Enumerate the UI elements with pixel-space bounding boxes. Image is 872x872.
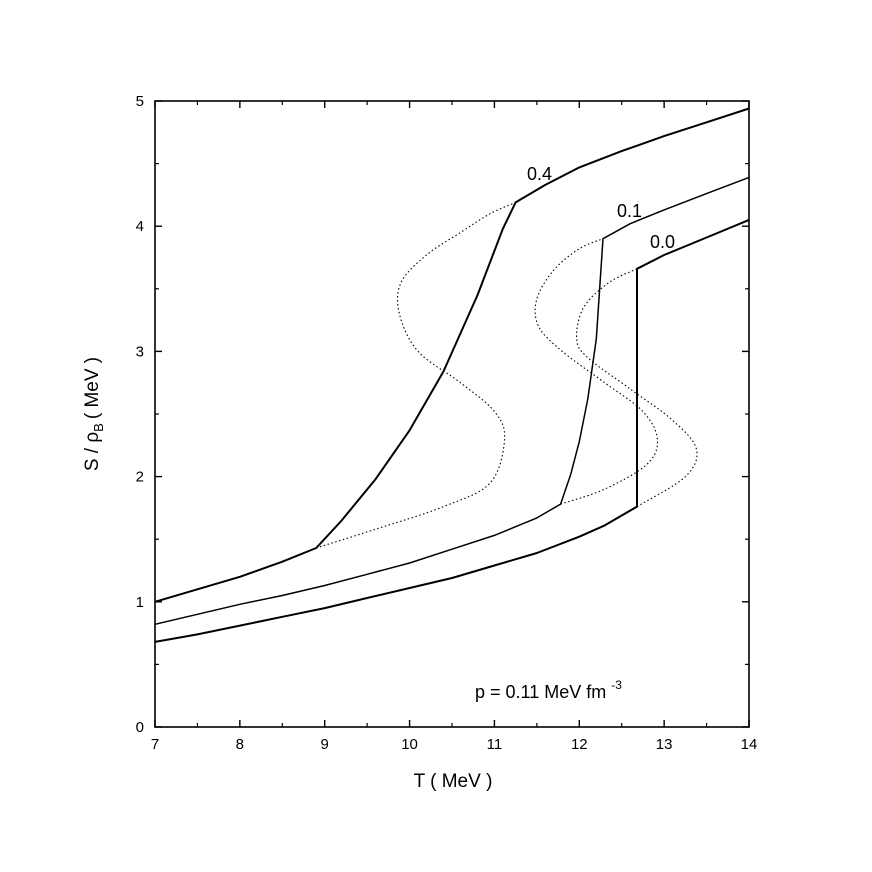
pressure-annotation-text: p = 0.11 MeV fm xyxy=(475,682,606,702)
y-tick-label: 3 xyxy=(136,343,144,360)
x-tick-label: 12 xyxy=(571,736,588,753)
x-tick-label: 10 xyxy=(401,736,418,753)
unstable-branch-line xyxy=(316,201,516,549)
pressure-annotation-sup: -3 xyxy=(611,678,622,692)
series-layer xyxy=(154,107,750,643)
curve-label-0.1: 0.1 xyxy=(617,201,642,221)
pressure-annotation: p = 0.11 MeV fm -3 xyxy=(475,678,622,702)
y-tick-label: 0 xyxy=(136,719,144,736)
curve-label-0.4: 0.4 xyxy=(527,164,552,184)
x-axis-title: T ( MeV ) xyxy=(414,771,493,792)
y-tick-label: 4 xyxy=(136,218,144,235)
y-axis-title-sub: B xyxy=(91,423,106,432)
y-tick-label: 1 xyxy=(136,594,144,611)
series-line-0.4 xyxy=(154,107,750,603)
y-axis-title: S / ρB ( MeV ) xyxy=(82,357,106,471)
x-tick-label: 9 xyxy=(321,736,329,753)
plot-frame xyxy=(154,100,750,728)
svg-text:S / ρB( MeV ): S / ρB ( MeV ) xyxy=(82,357,106,471)
y-tick-label: 2 xyxy=(136,469,144,486)
y-axis-title-unit: ( MeV ) xyxy=(82,357,103,419)
y-tick-label: 5 xyxy=(136,93,144,110)
series-line-0.0 xyxy=(154,218,750,643)
unstable-branch-line xyxy=(576,268,698,508)
unstable-branch-line xyxy=(534,238,659,505)
axis-ticks xyxy=(154,100,750,728)
x-tick-label: 7 xyxy=(151,736,159,753)
y-axis-title-main: S / ρ xyxy=(82,432,103,472)
x-tick-label: 13 xyxy=(656,736,673,753)
series-line-0.1 xyxy=(154,176,750,626)
x-tick-label: 11 xyxy=(487,736,503,753)
x-tick-label: 14 xyxy=(741,736,758,753)
curve-label-0.0: 0.0 xyxy=(650,232,675,252)
x-tick-label: 8 xyxy=(236,736,244,753)
